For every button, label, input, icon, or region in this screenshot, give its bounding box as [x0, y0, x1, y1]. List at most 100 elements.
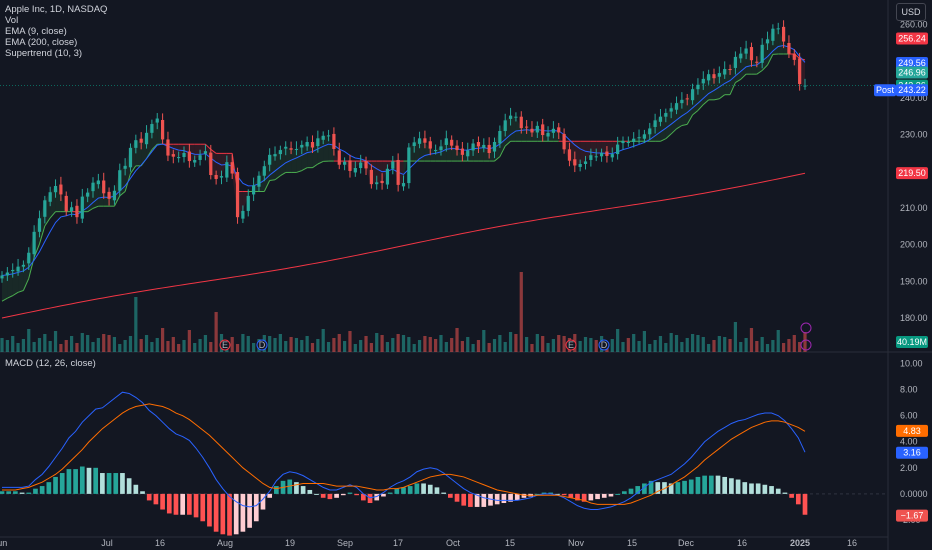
y-tick-label: 180.00 — [900, 313, 928, 323]
candle-body — [573, 159, 577, 166]
candle-body — [385, 168, 390, 185]
volume-bar — [583, 337, 588, 352]
macd-legend: MACD (12, 26, close) — [5, 358, 96, 369]
volume-bar — [733, 322, 738, 352]
supertrend-fill — [296, 144, 302, 173]
macd-hist-bar — [126, 478, 132, 494]
supertrend-fill — [521, 127, 527, 142]
macd-tag: −1.67 — [896, 509, 928, 522]
y-tick-label: 200.00 — [900, 240, 928, 250]
candle-body — [337, 150, 341, 165]
macd-hist-bar — [595, 493, 600, 500]
price-tag: 219.50 — [896, 167, 928, 180]
macd-hist-bar — [454, 493, 460, 502]
volume-bar — [685, 338, 689, 352]
candle-body — [749, 47, 754, 61]
volume-bar — [610, 339, 614, 352]
y-tick-label: 260.00 — [900, 20, 928, 30]
supertrend-fill — [151, 118, 158, 150]
candle-body — [16, 266, 20, 272]
candle-body — [128, 147, 133, 168]
macd-hist-bar — [414, 483, 420, 494]
volume-bar — [380, 335, 384, 352]
supertrend-segment — [12, 291, 19, 297]
supertrend-segment — [151, 143, 158, 151]
x-tick-label: 16 — [155, 538, 165, 548]
macd-hist-bar — [742, 482, 748, 494]
macd-hist-bar — [354, 493, 360, 496]
price-tag-box — [896, 56, 928, 69]
volume-bar — [439, 335, 443, 352]
currency-button[interactable]: USD — [896, 3, 926, 21]
supertrend-segment — [713, 98, 720, 101]
price-tag: 246.96 — [896, 66, 928, 79]
macd-hist-bar — [227, 493, 232, 536]
candle-body — [5, 272, 9, 276]
x-tick-label: 16 — [847, 538, 857, 548]
candle-body — [209, 152, 213, 175]
macd-hist-bar — [795, 493, 801, 505]
volume-bar — [428, 337, 432, 352]
macd-hist-bar — [702, 475, 707, 494]
event-marker: E — [219, 339, 231, 351]
volume-bar — [118, 344, 122, 352]
macd-hist-bar — [361, 493, 366, 501]
candle-body — [466, 150, 470, 157]
macd-hist-bar — [381, 493, 386, 497]
candle-body — [498, 131, 502, 144]
indicator-macd: MACD (12, 26, close) — [5, 358, 96, 369]
candle-body — [508, 115, 513, 119]
supertrend-fill — [457, 150, 463, 162]
macd-hist-bar — [66, 469, 72, 494]
macd-hist-bar — [782, 492, 788, 494]
macd-tag-label: −1.67 — [901, 511, 924, 521]
volume-bar — [91, 342, 95, 352]
macd-hist-bar — [33, 488, 38, 494]
macd-hist-bar — [648, 480, 654, 494]
volume-bar — [391, 338, 395, 352]
candle-body — [332, 133, 336, 149]
volume-bar — [86, 335, 90, 352]
volume-bar — [294, 338, 299, 352]
candle-body — [648, 128, 652, 135]
volume-bar — [637, 341, 641, 352]
candle-body — [626, 142, 630, 143]
volume-bar — [562, 336, 566, 352]
plus-icon — [800, 322, 812, 334]
volume-bar — [177, 344, 181, 352]
candle-body — [771, 28, 775, 41]
candle-body — [669, 108, 673, 112]
supertrend-fill — [681, 98, 688, 126]
volume-bar — [508, 332, 513, 352]
macd-hist-bar — [100, 473, 105, 494]
volume-bar — [310, 343, 315, 352]
volume-bar — [102, 334, 106, 352]
macd-hist-bar — [588, 493, 594, 501]
supertrend-segment — [205, 143, 212, 150]
volume-bar — [450, 338, 454, 352]
volume-bar — [621, 342, 625, 352]
volume-bar — [21, 339, 26, 352]
x-tick-label: Dec — [678, 538, 695, 548]
volume-bar — [723, 337, 727, 352]
event-marker-circle — [598, 339, 610, 351]
volume-bar — [530, 344, 534, 352]
candle-body — [434, 150, 438, 152]
volume-bar — [423, 336, 427, 352]
macd-hist-bar — [548, 492, 554, 494]
macd-hist-bar — [555, 493, 560, 495]
macd-hist-bar — [300, 486, 306, 494]
price-tag-label: 243.22 — [898, 85, 926, 95]
supertrend-segment — [296, 170, 302, 173]
volume-tag-box — [896, 336, 928, 348]
macd-hist-bar — [307, 489, 313, 494]
volume-bar — [765, 344, 770, 352]
event-marker-label: E — [222, 340, 228, 350]
candle-body — [11, 269, 15, 272]
volume-bar — [417, 340, 422, 352]
symbol-title: Apple Inc, 1D, NASDAQ — [5, 4, 108, 15]
ema9-line — [1, 44, 806, 276]
x-tick-label: 16 — [737, 538, 747, 548]
volume-bar — [128, 336, 133, 352]
